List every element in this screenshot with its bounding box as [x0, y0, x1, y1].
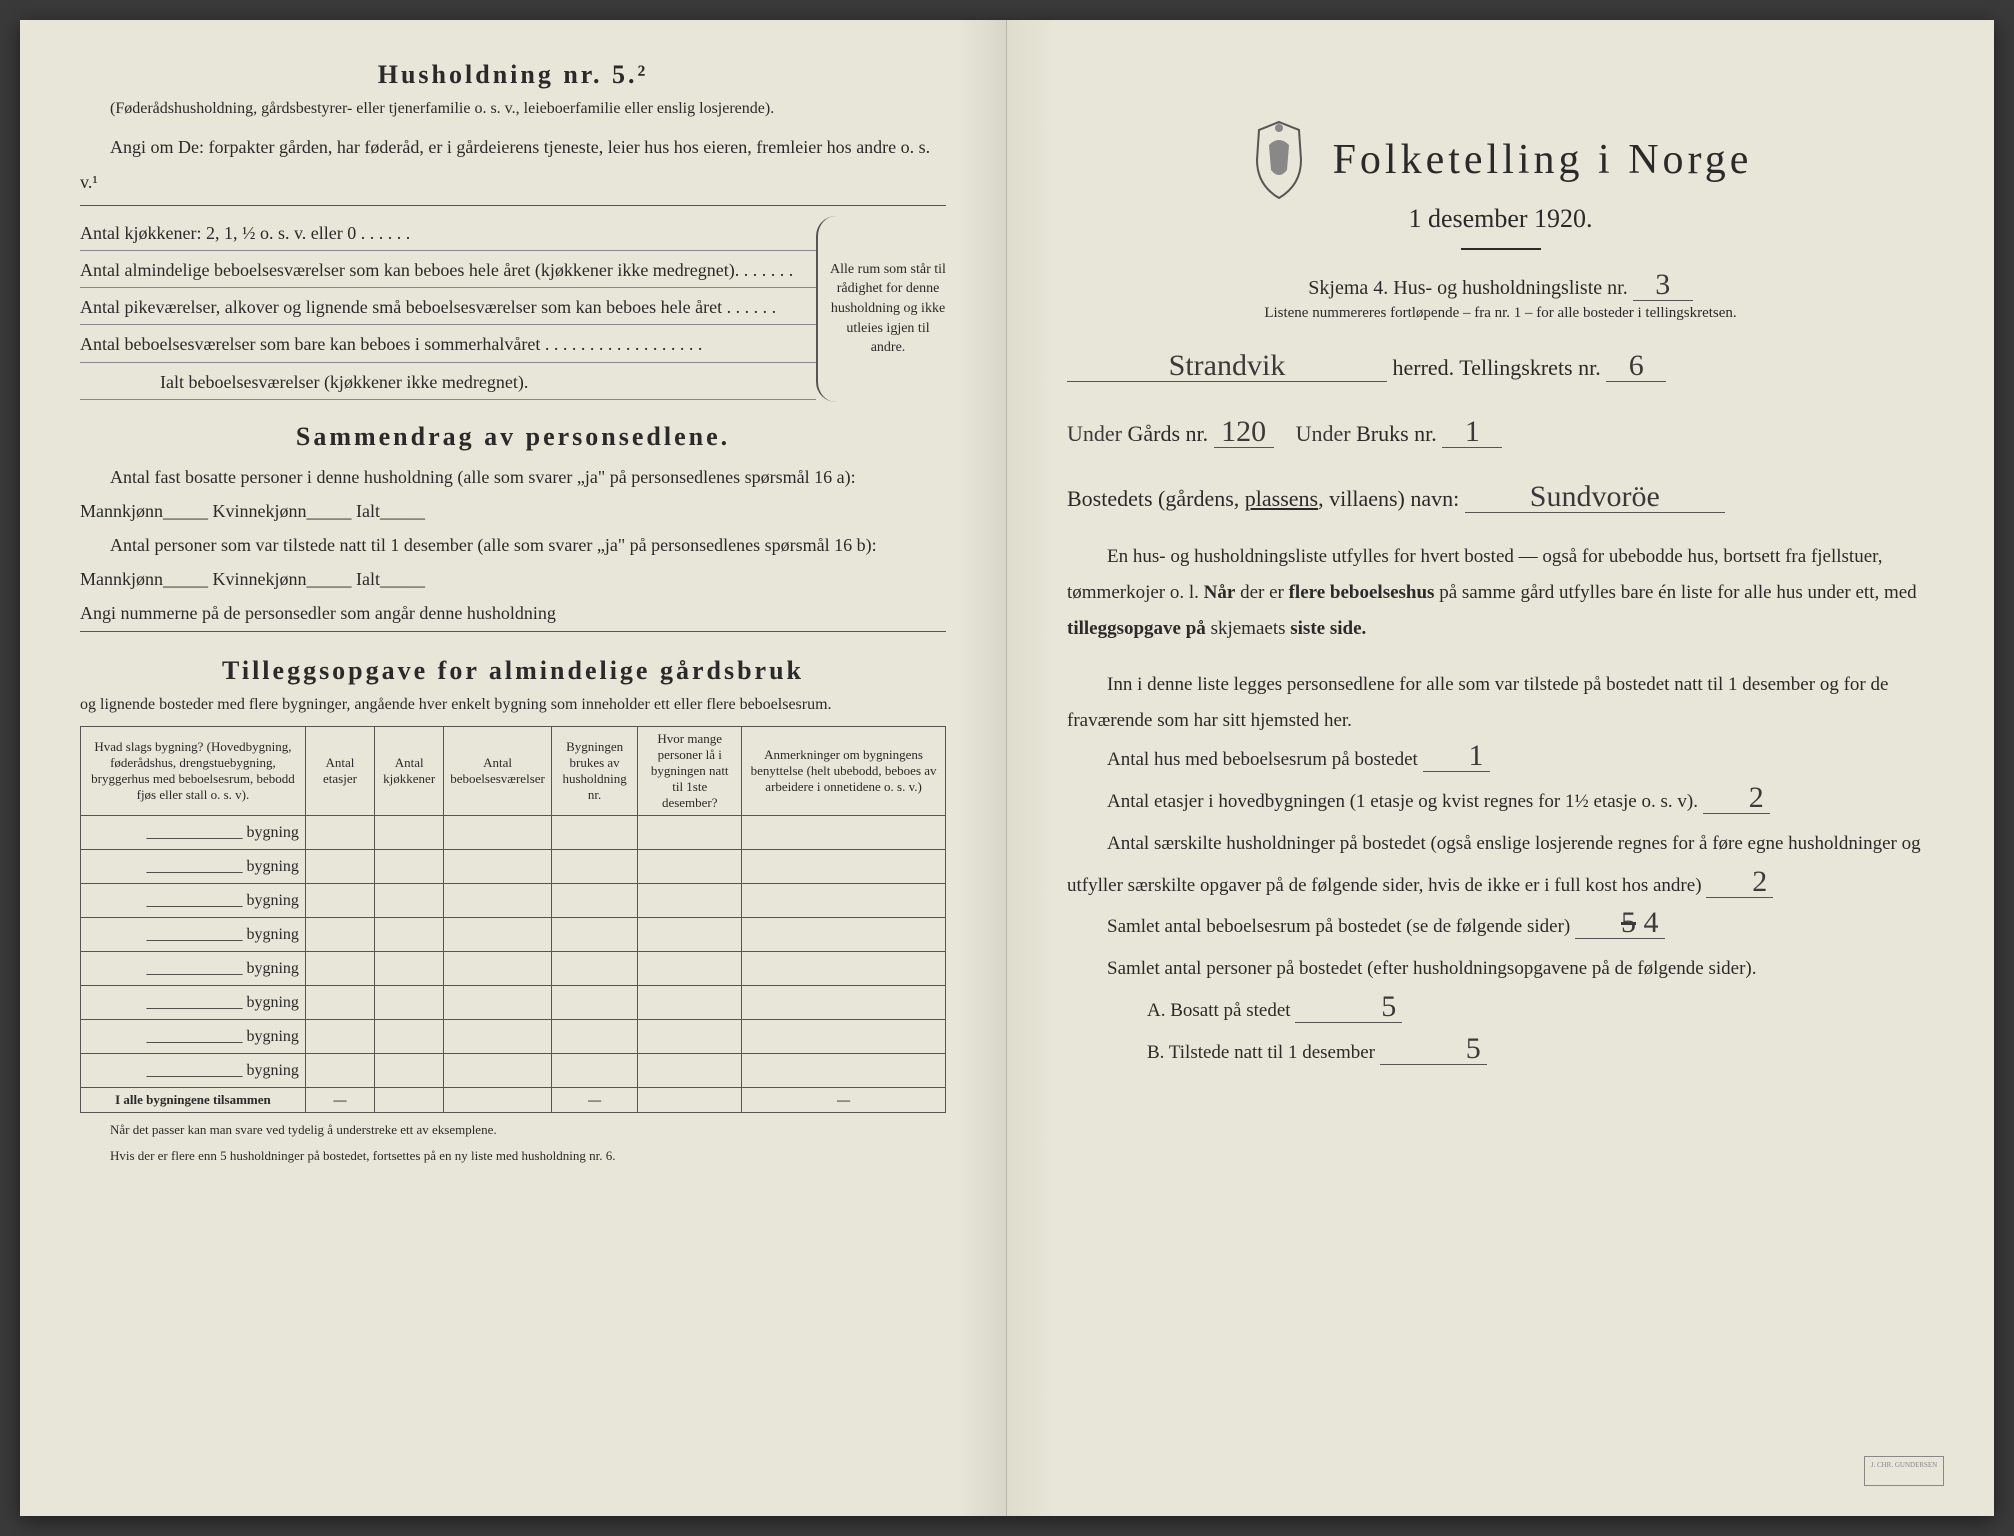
para-1: En hus- og husholdningsliste utfylles fo…: [1067, 539, 1934, 647]
q3: Antal særskilte husholdninger på bostede…: [1067, 823, 1934, 907]
ialt-line: Ialt beboelsesværelser (kjøkkener ikke m…: [80, 365, 816, 400]
q2-answer: 2: [1703, 783, 1770, 814]
skjema-label: Skjema 4. Hus- og husholdningsliste nr.: [1308, 277, 1627, 299]
th-2: Antal kjøkkener: [375, 727, 444, 816]
gards-line: Under Gårds nr. 120 Under Bruks nr. 1: [1067, 414, 1934, 454]
bldg-label-cell: ____________ bygning: [81, 986, 306, 1020]
q1-label: Antal hus med beboelsesrum på bostedet: [1107, 749, 1418, 770]
sammen-3: Angi nummerne på de personsedler som ang…: [80, 596, 946, 631]
alm-bebo-line: Antal almindelige beboelsesværelser som …: [80, 253, 816, 288]
bldg-label-cell: ____________ bygning: [81, 1054, 306, 1088]
listene-note: Listene nummereres fortløpende – fra nr.…: [1067, 305, 1934, 322]
census-date: 1 desember 1920.: [1067, 204, 1934, 234]
bruks-nr: 1: [1442, 417, 1502, 448]
bosted-label: Bostedets (gårdens, plassens, villaens) …: [1067, 486, 1459, 511]
coat-of-arms-icon: [1249, 120, 1309, 200]
para-2: Inn i denne liste legges personsedlene f…: [1067, 667, 1934, 739]
header: Folketelling i Norge 1 desember 1920.: [1067, 120, 1934, 250]
q2: Antal etasjer i hovedbygningen (1 etasje…: [1067, 781, 1934, 823]
table-row: ____________ bygning: [81, 850, 946, 884]
q4-label: Samlet antal beboelsesrum på bostedet (s…: [1107, 916, 1570, 937]
under-1: Under: [1067, 421, 1122, 446]
gards-nr: 120: [1214, 417, 1274, 448]
sammendrag-title: Sammendrag av personsedlene.: [80, 422, 946, 452]
bldg-label-cell: ____________ bygning: [81, 884, 306, 918]
table-body: ____________ bygning____________ bygning…: [81, 816, 946, 1088]
left-page: Husholdning nr. 5.² (Føderådshusholdning…: [20, 20, 1007, 1516]
q5: Samlet antal personer på bostedet (efter…: [1067, 948, 1934, 990]
qA: A. Bosatt på stedet 5: [1067, 990, 1934, 1032]
buildings-table: Hvad slags bygning? (Hovedbygning, føder…: [80, 726, 946, 1113]
printer-stamp: J. CHR. GUNDERSEN: [1864, 1456, 1944, 1486]
th-4: Bygningen brukes av husholdning nr.: [551, 727, 638, 816]
bldg-label-cell: ____________ bygning: [81, 850, 306, 884]
bldg-label-cell: ____________ bygning: [81, 816, 306, 850]
qA-answer: 5: [1295, 992, 1402, 1023]
angi-line: Angi om De: forpakter gården, har føderå…: [80, 130, 946, 205]
th-1: Antal etasjer: [305, 727, 374, 816]
footnote-1: Når det passer kan man svare ved tydelig…: [80, 1121, 946, 1139]
gards-label: Gårds nr.: [1127, 421, 1208, 446]
qB-answer: 5: [1380, 1034, 1487, 1065]
table-row: ____________ bygning: [81, 1020, 946, 1054]
q4: Samlet antal beboelsesrum på bostedet (s…: [1067, 906, 1934, 948]
rooms-section: Antal kjøkkener: 2, 1, ½ o. s. v. eller …: [80, 216, 946, 402]
table-sum-row: I alle bygningene tilsammen — — —: [81, 1088, 946, 1113]
table-row: ____________ bygning: [81, 986, 946, 1020]
main-title: Folketelling i Norge: [1333, 136, 1753, 184]
th-3: Antal beboelsesværelser: [444, 727, 552, 816]
q1-answer: 1: [1423, 741, 1490, 772]
table-header-row: Hvad slags bygning? (Hovedbygning, føder…: [81, 727, 946, 816]
th-6: Anmerkninger om bygningens benyttelse (h…: [742, 727, 946, 816]
kjokkener-line: Antal kjøkkener: 2, 1, ½ o. s. v. eller …: [80, 216, 816, 251]
bldg-label-cell: ____________ bygning: [81, 1020, 306, 1054]
table-row: ____________ bygning: [81, 884, 946, 918]
qA-label: A. Bosatt på stedet: [1147, 1000, 1291, 1021]
sum-dash: —: [305, 1088, 374, 1113]
sommer-line: Antal beboelsesværelser som bare kan beb…: [80, 327, 816, 362]
qB: B. Tilstede natt til 1 desember 5: [1067, 1032, 1934, 1074]
q3-answer: 2: [1706, 867, 1773, 898]
table-row: ____________ bygning: [81, 816, 946, 850]
document-spread: Husholdning nr. 5.² (Føderådshusholdning…: [20, 20, 1994, 1516]
skjema-line: Skjema 4. Hus- og husholdningsliste nr. …: [1067, 270, 1934, 301]
sum-label: I alle bygningene tilsammen: [81, 1088, 306, 1113]
table-row: ____________ bygning: [81, 952, 946, 986]
q2-label: Antal etasjer i hovedbygningen (1 etasje…: [1107, 791, 1698, 812]
bosted-line: Bostedets (gårdens, plassens, villaens) …: [1067, 479, 1934, 519]
th-5: Hvor mange personer lå i bygningen natt …: [638, 727, 742, 816]
divider: [1461, 248, 1541, 250]
right-page: Folketelling i Norge 1 desember 1920. Sk…: [1007, 20, 1994, 1516]
qB-label: B. Tilstede natt til 1 desember: [1147, 1042, 1375, 1063]
q1: Antal hus med beboelsesrum på bostedet 1: [1067, 739, 1934, 781]
husholdning-title: Husholdning nr. 5.²: [80, 60, 946, 90]
sammen-2: Antal personer som var tilstede natt til…: [80, 528, 946, 596]
footnote-2: Hvis der er flere enn 5 husholdninger på…: [80, 1147, 946, 1165]
herred-label: herred. Tellingskrets nr.: [1393, 355, 1601, 380]
under-2: Under: [1296, 421, 1351, 446]
bruks-label: Bruks nr.: [1356, 421, 1437, 446]
sammen-1: Antal fast bosatte personer i denne hush…: [80, 460, 946, 528]
herred-line: Strandvik herred. Tellingskrets nr. 6: [1067, 348, 1934, 388]
liste-nr: 3: [1633, 270, 1693, 301]
bosted-name: Sundvoröe: [1465, 482, 1725, 513]
sum-dash2: —: [551, 1088, 638, 1113]
brace-note: Alle rum som står til rådighet for denne…: [816, 216, 946, 402]
bldg-label-cell: ____________ bygning: [81, 918, 306, 952]
table-row: ____________ bygning: [81, 1054, 946, 1088]
husholdning-note: (Føderådshusholdning, gårdsbestyrer- ell…: [80, 98, 946, 120]
herred-name: Strandvik: [1067, 351, 1387, 382]
pike-line: Antal pikeværelser, alkover og lignende …: [80, 290, 816, 325]
bldg-label-cell: ____________ bygning: [81, 952, 306, 986]
th-0: Hvad slags bygning? (Hovedbygning, føder…: [81, 727, 306, 816]
table-row: ____________ bygning: [81, 918, 946, 952]
q3-label: Antal særskilte husholdninger på bostede…: [1067, 833, 1921, 896]
sum-dash3: —: [742, 1088, 946, 1113]
q4-answer: 5 4: [1575, 908, 1665, 939]
tillegg-sub: og lignende bosteder med flere bygninger…: [80, 694, 946, 716]
krets-nr: 6: [1606, 351, 1666, 382]
tillegg-title: Tilleggsopgave for almindelige gårdsbruk: [80, 656, 946, 686]
